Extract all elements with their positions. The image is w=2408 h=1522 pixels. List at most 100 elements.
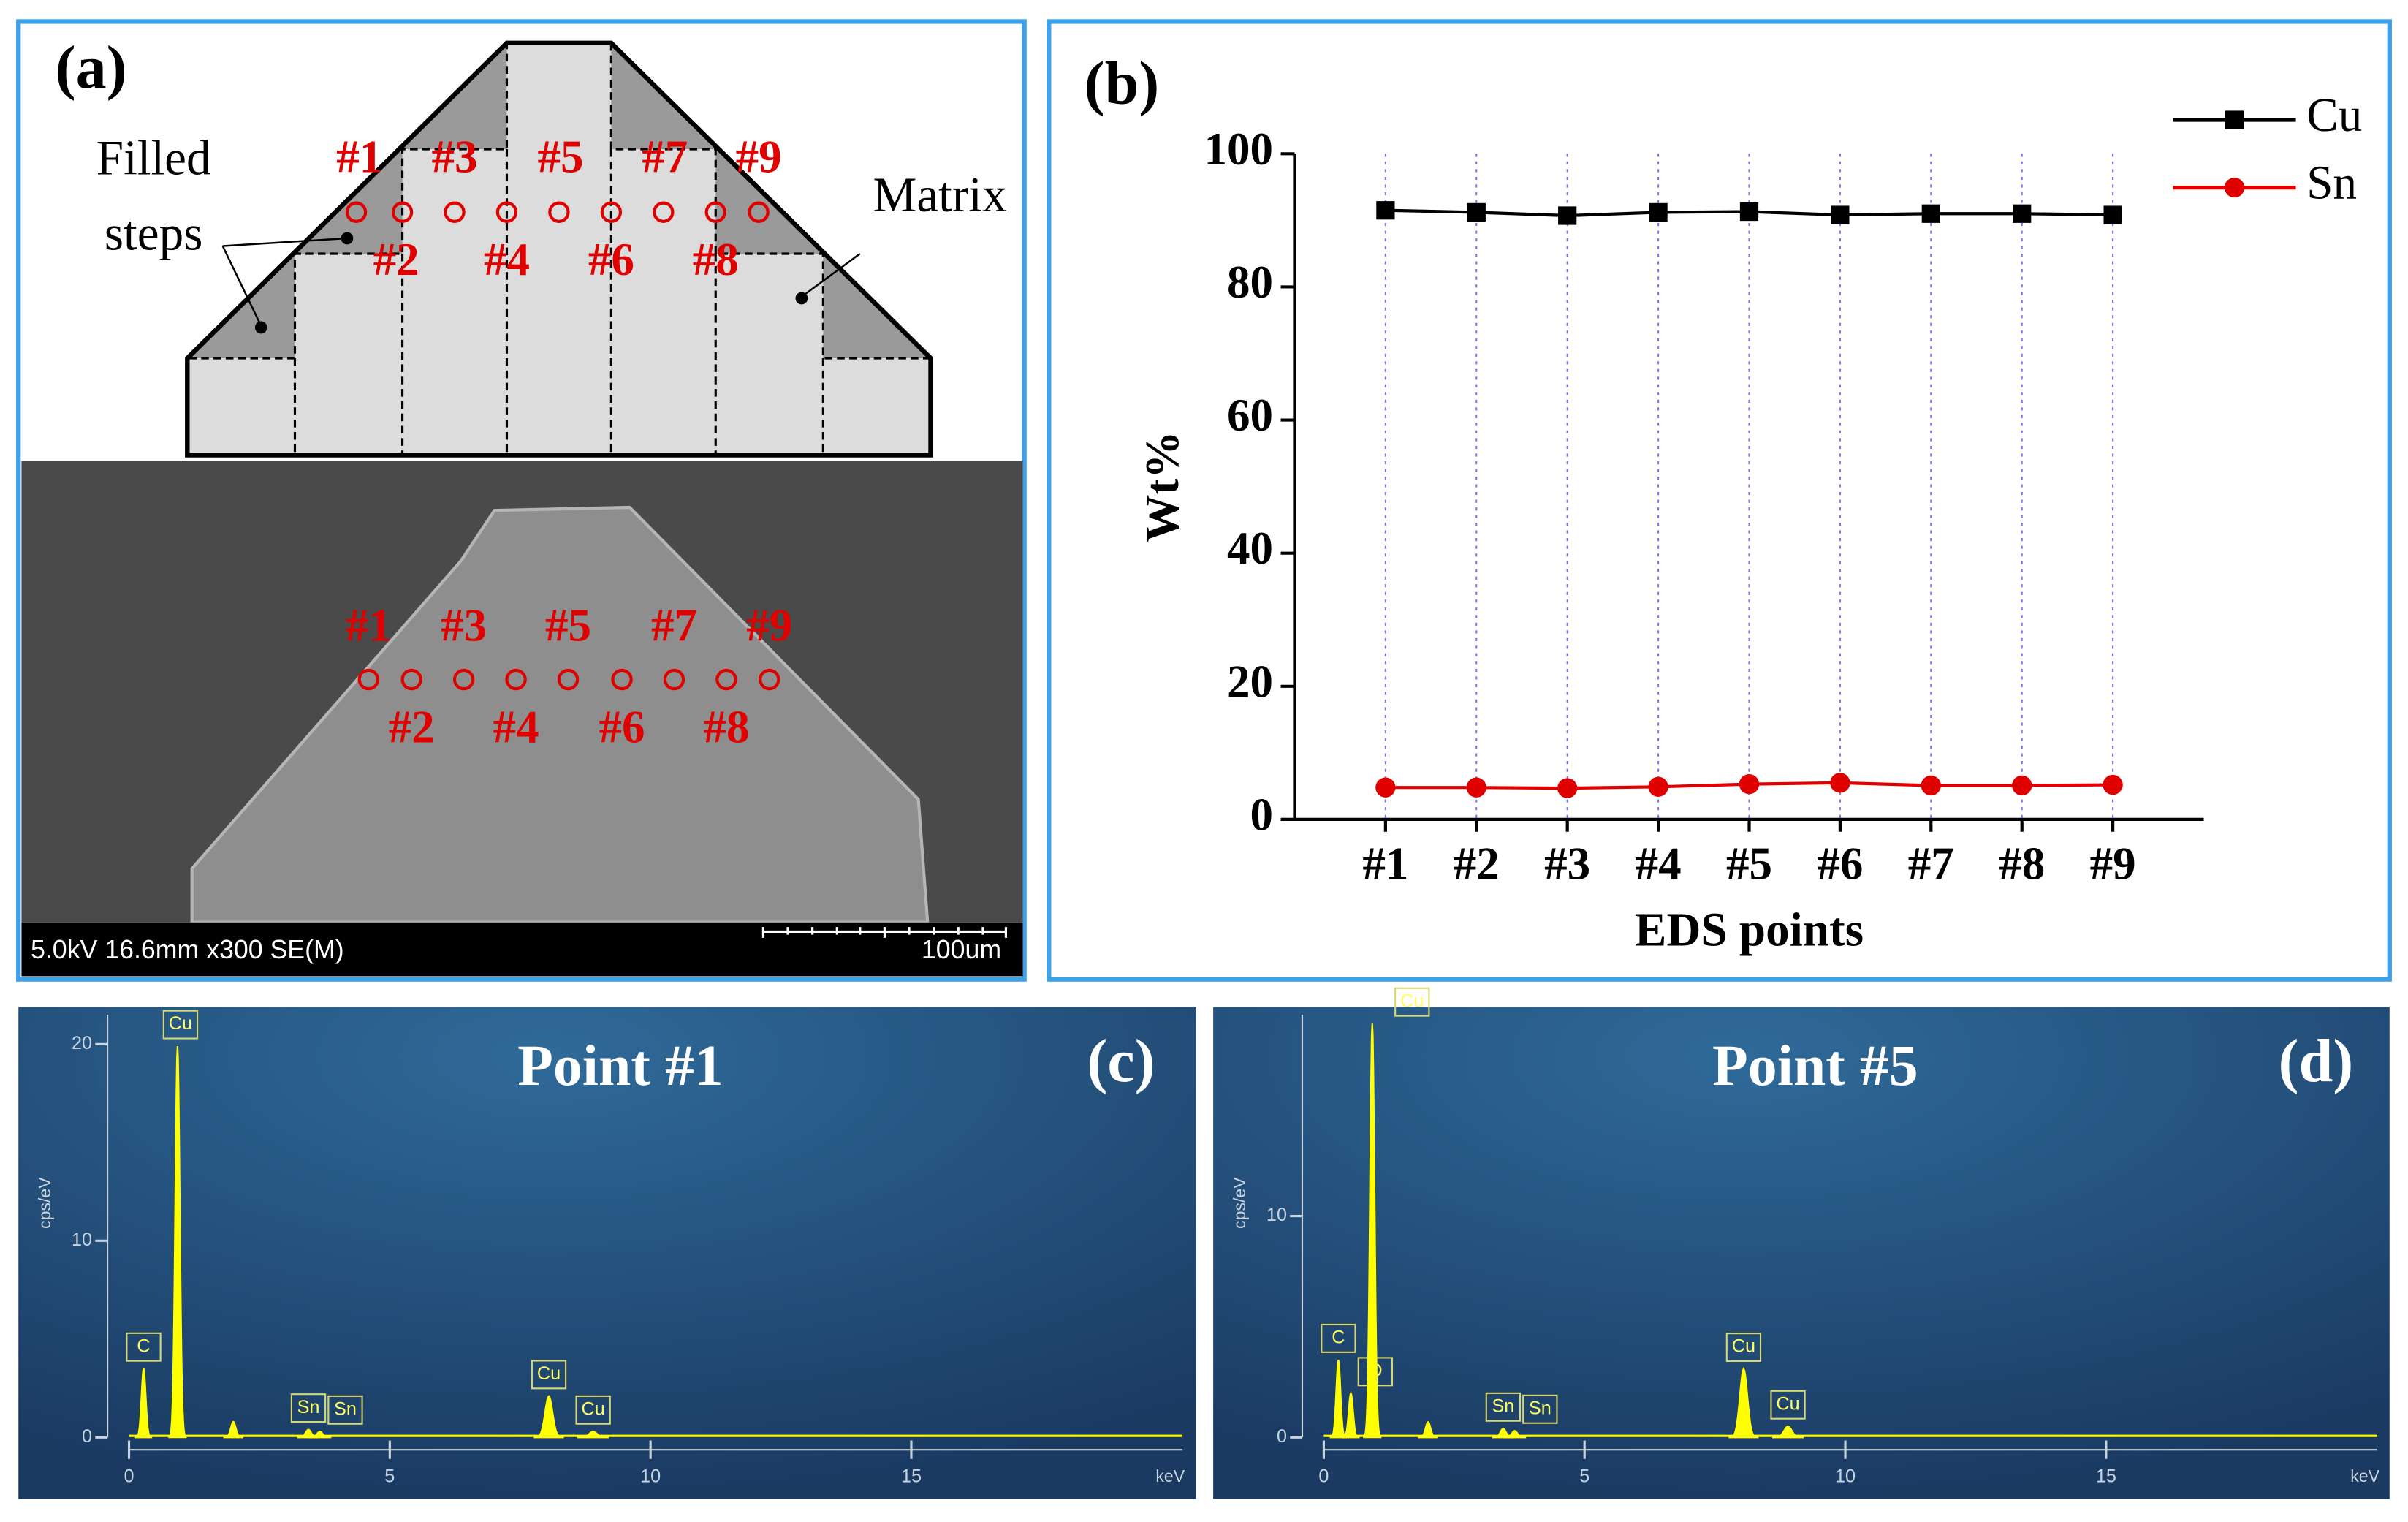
point-marker — [444, 201, 466, 223]
y-axis-label: Wt% — [1136, 431, 1189, 542]
data-point — [1558, 206, 1577, 225]
spectrum-peak — [1728, 1366, 1759, 1439]
panel-c-frame — [18, 1007, 1196, 1499]
peak-label: Cu — [582, 1398, 605, 1419]
step-dividers — [293, 148, 824, 455]
x-tick-label: 10 — [640, 1466, 661, 1487]
peak-label-box — [1394, 987, 1430, 1017]
legend-label: Sn — [2306, 157, 2357, 210]
peak-label-box — [531, 1360, 567, 1390]
point-marker — [748, 201, 770, 223]
panel-d-frame — [1213, 1007, 2390, 1499]
y-tick-label: 0 — [82, 1426, 92, 1447]
x-tick-label: #5 — [1726, 838, 1772, 890]
peak-label-box — [1522, 1394, 1558, 1424]
x-tick-label: #4 — [1636, 838, 1682, 890]
y-tick-label: 60 — [1227, 390, 1273, 441]
x-axis-label: keV — [1155, 1466, 1185, 1485]
x-tick-label: #8 — [1999, 838, 2045, 890]
data-point — [2103, 774, 2123, 795]
spectrum-peak — [168, 1045, 187, 1439]
point-marker — [548, 201, 570, 223]
legend-marker — [2224, 177, 2245, 198]
point-label: #7 — [651, 600, 697, 651]
panel-label: (d) — [2279, 1027, 2354, 1095]
point-label: #3 — [441, 600, 487, 651]
peak-label: Cu — [1400, 991, 1424, 1011]
spectrum-peak — [1362, 1023, 1382, 1439]
data-point — [1648, 776, 1668, 797]
point-label: #6 — [588, 234, 634, 285]
x-axis-label: EDS points — [1635, 904, 1864, 957]
data-point — [1376, 201, 1395, 220]
shape-border — [185, 40, 933, 458]
point-label: #9 — [736, 131, 782, 182]
x-axis-label: keV — [2350, 1466, 2379, 1485]
point-marker — [653, 201, 675, 223]
data-point — [1831, 205, 1850, 224]
x-tick-label: 5 — [384, 1466, 395, 1487]
y-tick-label: 20 — [72, 1033, 92, 1053]
peak-label-box — [327, 1395, 363, 1425]
data-point — [1739, 202, 1759, 222]
panel-title: Point #5 — [1712, 1034, 1918, 1098]
pointer-dot — [795, 292, 808, 305]
panel-label: (a) — [56, 34, 127, 102]
peak-label: Sn — [297, 1397, 320, 1417]
data-point — [1739, 773, 1760, 795]
peak-label: Cu — [1732, 1336, 1755, 1357]
x-tick-label: 10 — [1835, 1466, 1856, 1487]
point-label: #9 — [746, 600, 792, 651]
point-marker — [345, 201, 368, 223]
point-label: #2 — [389, 701, 435, 752]
y-axis-label: cps/eV — [1230, 1177, 1249, 1229]
x-tick-label: #7 — [1908, 838, 1954, 890]
data-point — [1466, 777, 1486, 798]
annotation: Filled — [96, 130, 211, 185]
annotation: steps — [105, 205, 202, 260]
spectrum-peak — [223, 1420, 243, 1439]
point-label: #1 — [336, 131, 382, 182]
x-tick-label: 5 — [1579, 1466, 1589, 1487]
point-marker — [495, 201, 518, 223]
point-label: #2 — [373, 234, 419, 285]
pointer-dot — [254, 321, 267, 334]
sem-info: 5.0kV 16.6mm x300 SE(M) — [31, 935, 344, 964]
point-marker — [600, 201, 623, 223]
x-tick-label: 15 — [901, 1466, 922, 1487]
y-tick-label: 0 — [1250, 789, 1274, 840]
x-tick-label: 0 — [124, 1466, 134, 1487]
data-point — [2012, 775, 2032, 796]
peak-label-box — [1725, 1333, 1762, 1363]
point-label: #3 — [432, 131, 478, 182]
data-point — [2013, 204, 2032, 223]
pointer-dot — [341, 232, 354, 245]
spectrum-peak — [1503, 1430, 1527, 1439]
point-marker — [557, 668, 580, 691]
data-point — [1921, 775, 1941, 796]
point-label: #6 — [599, 701, 645, 752]
y-tick-label: 20 — [1227, 656, 1273, 707]
x-tick-label: #9 — [2090, 838, 2136, 890]
point-label: #5 — [545, 600, 591, 651]
x-tick-label: #3 — [1544, 838, 1590, 890]
point-label: #1 — [346, 600, 392, 651]
panel-label: (c) — [1087, 1027, 1155, 1095]
point-marker — [357, 668, 380, 691]
point-label: #8 — [703, 701, 749, 752]
pointer-lines — [221, 237, 861, 327]
peak-label: C — [1332, 1328, 1345, 1348]
y-tick-label: 0 — [1277, 1426, 1287, 1447]
peak-label: Cu — [169, 1013, 192, 1034]
point-marker — [663, 668, 685, 691]
x-tick-label: #6 — [1817, 838, 1863, 890]
peak-label: Sn — [334, 1398, 357, 1419]
x-tick-label: #2 — [1454, 838, 1500, 890]
y-tick-label: 100 — [1204, 124, 1274, 175]
scale-bar — [761, 927, 1007, 938]
spectrum-peak — [1418, 1420, 1438, 1439]
point-marker — [505, 668, 527, 691]
peak-label: Sn — [1529, 1398, 1551, 1418]
point-label: #7 — [642, 131, 688, 182]
